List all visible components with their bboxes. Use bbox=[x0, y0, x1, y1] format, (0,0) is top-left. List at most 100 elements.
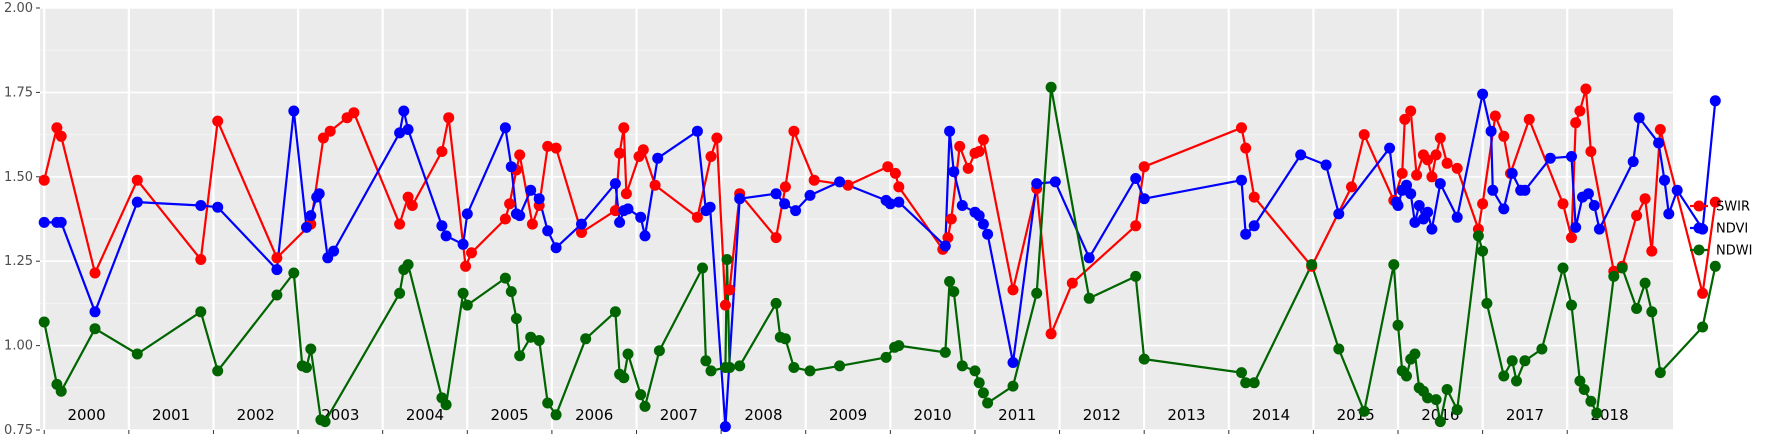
data-point-ndvi bbox=[436, 220, 448, 232]
year-label: 2004 bbox=[406, 406, 444, 424]
data-point-ndvi bbox=[1588, 200, 1600, 211]
data-point-swir bbox=[195, 254, 207, 265]
data-point-swir bbox=[1130, 220, 1142, 232]
data-point-ndvi bbox=[131, 196, 143, 208]
data-point-ndwi bbox=[1358, 405, 1370, 417]
data-point-ndwi bbox=[288, 267, 300, 279]
data-point-ndvi bbox=[956, 200, 968, 211]
data-point-swir bbox=[394, 218, 406, 230]
data-point-ndvi bbox=[609, 178, 621, 190]
data-point-ndwi bbox=[1616, 262, 1628, 274]
data-point-swir bbox=[89, 267, 101, 279]
data-point-ndwi bbox=[948, 286, 960, 298]
data-point-ndvi bbox=[1709, 95, 1721, 107]
year-label: 2001 bbox=[152, 406, 190, 424]
data-point-ndvi bbox=[533, 193, 545, 205]
data-point-ndvi bbox=[499, 122, 511, 134]
data-point-ndwi bbox=[1574, 375, 1586, 387]
data-point-ndwi bbox=[1138, 353, 1150, 365]
data-point-swir bbox=[1498, 130, 1510, 142]
data-point-ndvi bbox=[1083, 252, 1095, 264]
data-point-ndwi bbox=[1578, 384, 1590, 395]
data-point-ndvi bbox=[1487, 184, 1499, 196]
data-point-swir bbox=[609, 205, 621, 217]
data-point-ndvi bbox=[1130, 173, 1142, 184]
data-point-swir bbox=[1441, 157, 1453, 169]
data-point-swir bbox=[1240, 142, 1252, 154]
data-point-ndvi bbox=[1401, 179, 1412, 191]
data-point-ndwi bbox=[1498, 370, 1510, 382]
data-point-ndwi bbox=[1031, 287, 1043, 299]
data-point-ndwi bbox=[1007, 380, 1019, 392]
data-point-ndwi bbox=[525, 331, 537, 343]
data-point-swir bbox=[1138, 161, 1150, 173]
data-point-ndvi bbox=[1627, 156, 1639, 168]
data-point-swir bbox=[808, 174, 820, 186]
data-point-swir bbox=[1236, 122, 1247, 134]
data-point-ndwi bbox=[1392, 319, 1404, 331]
data-point-swir bbox=[618, 122, 630, 134]
data-point-ndwi bbox=[973, 377, 985, 389]
data-point-ndwi bbox=[1519, 355, 1531, 367]
data-point-ndvi bbox=[770, 188, 782, 200]
data-point-ndvi bbox=[1566, 151, 1577, 162]
data-point-ndwi bbox=[55, 385, 67, 397]
data-point-ndvi bbox=[1405, 188, 1417, 200]
data-point-ndwi bbox=[635, 389, 647, 401]
data-point-ndwi bbox=[1639, 277, 1651, 289]
data-point-swir bbox=[1654, 124, 1666, 135]
data-point-swir bbox=[649, 179, 661, 191]
data-point-ndwi bbox=[1045, 81, 1057, 93]
data-point-ndwi bbox=[1697, 321, 1709, 333]
data-point-ndwi bbox=[1654, 367, 1666, 379]
legend: SWIR NDVI NDWI bbox=[1690, 200, 1752, 259]
data-point-ndvi bbox=[394, 127, 406, 139]
data-point-ndvi bbox=[893, 196, 905, 208]
data-point-ndwi bbox=[834, 360, 846, 372]
data-point-ndvi bbox=[622, 203, 634, 215]
data-point-ndvi bbox=[542, 225, 554, 237]
data-point-swir bbox=[1066, 277, 1078, 289]
data-point-swir bbox=[466, 247, 477, 259]
data-point-ndwi bbox=[804, 365, 816, 377]
data-point-ndvi bbox=[328, 245, 340, 257]
data-point-swir bbox=[1566, 232, 1577, 244]
data-point-ndvi bbox=[461, 208, 473, 220]
data-point-swir bbox=[1523, 113, 1535, 125]
year-label: 2006 bbox=[575, 406, 613, 424]
data-point-swir bbox=[460, 260, 472, 272]
data-point-ndvi bbox=[779, 198, 791, 210]
data-point-swir bbox=[1646, 245, 1658, 257]
data-point-swir bbox=[38, 174, 50, 186]
year-label: 2010 bbox=[914, 406, 952, 424]
data-point-ndwi bbox=[1236, 367, 1247, 379]
data-point-ndwi bbox=[271, 289, 283, 301]
data-point-ndvi bbox=[1498, 203, 1510, 215]
data-point-ndwi bbox=[131, 348, 143, 360]
data-point-ndwi bbox=[1608, 270, 1620, 282]
data-point-swir bbox=[1580, 83, 1592, 95]
year-label: 2002 bbox=[237, 406, 275, 424]
data-point-ndvi bbox=[1007, 357, 1019, 368]
data-point-ndvi bbox=[550, 242, 562, 254]
data-point-ndwi bbox=[697, 262, 708, 274]
data-point-ndwi bbox=[1451, 404, 1463, 416]
data-point-ndvi bbox=[1671, 184, 1683, 196]
data-point-ndwi bbox=[1441, 384, 1453, 395]
data-point-swir bbox=[842, 179, 854, 191]
data-point-swir bbox=[788, 125, 800, 137]
data-point-swir bbox=[550, 142, 562, 154]
data-point-ndwi bbox=[510, 313, 522, 325]
data-point-ndwi bbox=[212, 365, 224, 377]
data-point-ndwi bbox=[1566, 299, 1577, 311]
data-point-ndvi bbox=[790, 205, 802, 217]
data-point-swir bbox=[954, 140, 966, 152]
data-point-ndvi bbox=[639, 230, 651, 242]
data-point-swir bbox=[973, 146, 985, 157]
data-point-ndwi bbox=[1306, 259, 1318, 271]
data-point-ndvi bbox=[398, 105, 410, 117]
data-point-swir bbox=[620, 188, 632, 200]
data-point-ndwi bbox=[770, 297, 782, 309]
data-point-swir bbox=[1574, 105, 1586, 117]
data-point-swir bbox=[499, 213, 511, 225]
